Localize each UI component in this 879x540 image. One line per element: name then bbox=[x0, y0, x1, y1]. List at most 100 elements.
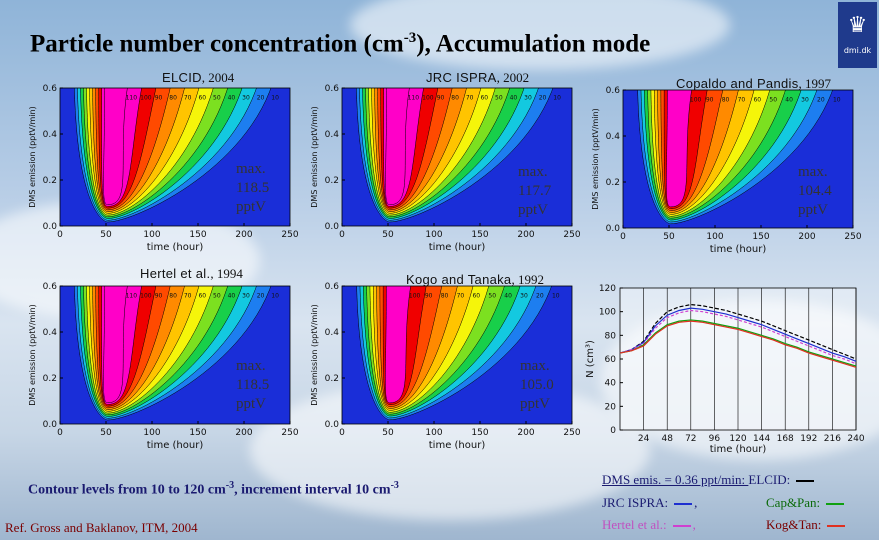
contour-value-label: 10 bbox=[271, 95, 279, 102]
contour-value-label: 60 bbox=[198, 95, 206, 102]
contour-value-label: 100 bbox=[140, 293, 152, 300]
legend-line-1: DMS emis. = 0.36 ppt/min: ELCID: bbox=[602, 472, 815, 488]
contour-value-label: 30 bbox=[524, 95, 532, 102]
y-tick-label: 0.2 bbox=[325, 374, 339, 384]
contour-value-label: 100 bbox=[422, 95, 434, 102]
y-tick-label: 0.6 bbox=[325, 282, 340, 292]
y-tick-label: 0.4 bbox=[43, 328, 58, 338]
plot-frame bbox=[59, 87, 291, 227]
y-tick-label: 0.4 bbox=[43, 130, 58, 140]
y-axis-label: DMS emission (pptV/min) bbox=[591, 108, 600, 209]
contour-value-label: 10 bbox=[271, 293, 279, 300]
contour-plot-kogo: 10 20 30 40 50 60 70 80 90 100 0 50 100 150 200 250 0.0 0… bbox=[310, 282, 581, 451]
x-tick-label: 200 bbox=[798, 232, 815, 242]
series-line-kog-tan bbox=[619, 320, 857, 368]
legend-item-cap: Cap&Pan: bbox=[766, 495, 845, 511]
contour-band bbox=[666, 90, 692, 208]
contour-value-label: 50 bbox=[213, 95, 221, 102]
x-tick-label: 250 bbox=[281, 428, 298, 438]
y-tick-label: 0.4 bbox=[325, 328, 340, 338]
y-tick-label: 80 bbox=[605, 331, 617, 341]
contour-value-label: 20 bbox=[539, 95, 547, 102]
line-chart-time-series: 24 48 72 96 120 144 168 192 216 240 0 20 40 60 80 100 12… bbox=[585, 284, 865, 455]
x-tick-label: 72 bbox=[685, 434, 696, 444]
contour-value-label: 30 bbox=[520, 293, 528, 300]
page-title: Particle number concentration (cm-3), Ac… bbox=[30, 30, 651, 58]
contour-value-label: 10 bbox=[552, 293, 560, 300]
x-tick-label: 250 bbox=[563, 428, 580, 438]
contour-value-label: 50 bbox=[488, 293, 496, 300]
contour-value-label: 110 bbox=[408, 95, 420, 102]
legend-swatch-jrc bbox=[674, 503, 693, 506]
x-tick-label: 0 bbox=[620, 232, 626, 242]
y-axis-label: DMS emission (pptV/min) bbox=[28, 304, 37, 405]
y-tick-label: 0.2 bbox=[606, 178, 620, 188]
contour-value-label: 60 bbox=[472, 293, 480, 300]
x-tick-label: 0 bbox=[57, 230, 63, 240]
max-box-hertel: max. 118.5 pptV bbox=[236, 358, 270, 412]
x-tick-label: 100 bbox=[706, 232, 723, 242]
y-tick-label: 0.6 bbox=[43, 84, 58, 94]
contour-value-label: 30 bbox=[242, 293, 250, 300]
x-tick-label: 0 bbox=[339, 230, 345, 240]
contour-value-label: 40 bbox=[504, 293, 512, 300]
contour-value-label: 40 bbox=[510, 95, 518, 102]
contour-value-label: 100 bbox=[140, 95, 152, 102]
contour-value-label: 40 bbox=[228, 293, 236, 300]
x-tick-label: 250 bbox=[281, 230, 298, 240]
contour-levels-note: Contour levels from 10 to 120 cm-3, incr… bbox=[28, 480, 399, 498]
contour-value-label: 90 bbox=[155, 95, 163, 102]
x-axis-label: time (hour) bbox=[710, 244, 767, 255]
crown-icon: ♛ bbox=[847, 13, 868, 38]
contour-value-label: 10 bbox=[833, 97, 841, 104]
dmi-logo[interactable]: ♛ dmi.dk bbox=[838, 2, 877, 68]
series-line-jrc-ispra bbox=[619, 307, 857, 362]
x-tick-label: 0 bbox=[339, 428, 345, 438]
y-axis-label: DMS emission (pptV/min) bbox=[310, 304, 319, 405]
x-tick-label: 150 bbox=[752, 232, 769, 242]
contour-value-label: 80 bbox=[441, 293, 449, 300]
y-tick-label: 60 bbox=[605, 355, 617, 365]
panel-label-kogo: Kogo and Tanaka, 1992 bbox=[406, 272, 544, 287]
contour-value-label: 90 bbox=[706, 97, 714, 104]
y-axis-label: DMS emission (pptV/min) bbox=[28, 106, 37, 207]
contour-value-label: 30 bbox=[242, 95, 250, 102]
x-tick-label: 24 bbox=[638, 434, 650, 444]
y-tick-label: 0.6 bbox=[43, 282, 58, 292]
panel-label-copaldo: Copaldo and Pandis, 1997 bbox=[676, 76, 831, 91]
x-tick-label: 150 bbox=[189, 230, 206, 240]
legend-swatch-cap bbox=[826, 503, 845, 506]
x-tick-label: 96 bbox=[709, 434, 721, 444]
contour-value-label: 20 bbox=[257, 95, 265, 102]
max-box-jrc: max. 117.7 pptV bbox=[518, 164, 552, 218]
panel-label-jrc: JRC ISPRA, 2002 bbox=[426, 70, 530, 85]
contour-value-label: 110 bbox=[126, 95, 138, 102]
x-tick-label: 250 bbox=[563, 230, 580, 240]
x-tick-label: 200 bbox=[517, 230, 534, 240]
contour-value-label: 20 bbox=[817, 97, 825, 104]
contour-value-label: 20 bbox=[257, 293, 265, 300]
x-tick-label: 144 bbox=[753, 434, 770, 444]
y-tick-label: 0.2 bbox=[325, 176, 339, 186]
x-tick-label: 50 bbox=[100, 230, 112, 240]
legend-item-hertel: Hertel et al.:, bbox=[602, 517, 696, 532]
contour-value-label: 70 bbox=[738, 97, 746, 104]
contour-value-label: 110 bbox=[126, 293, 138, 300]
x-tick-label: 50 bbox=[382, 428, 394, 438]
contour-band bbox=[385, 88, 410, 205]
x-tick-label: 120 bbox=[729, 434, 746, 444]
contour-value-label: 70 bbox=[466, 95, 474, 102]
x-tick-label: 50 bbox=[663, 232, 675, 242]
contour-value-label: 70 bbox=[184, 293, 192, 300]
legend-item-jrc: JRC ISPRA:, bbox=[602, 495, 698, 510]
contour-value-label: 20 bbox=[536, 293, 544, 300]
y-axis-label: DMS emission (pptV/min) bbox=[310, 106, 319, 207]
contour-plot-copaldo: 10 20 30 40 50 60 70 80 90 100 0 50 100 150 200 250 0.0 0… bbox=[591, 86, 862, 255]
y-tick-label: 0.4 bbox=[325, 130, 340, 140]
x-tick-label: 48 bbox=[661, 434, 673, 444]
x-tick-label: 216 bbox=[824, 434, 841, 444]
contour-value-label: 70 bbox=[184, 95, 192, 102]
max-box-copaldo: max. 104.4 pptV bbox=[798, 164, 832, 218]
